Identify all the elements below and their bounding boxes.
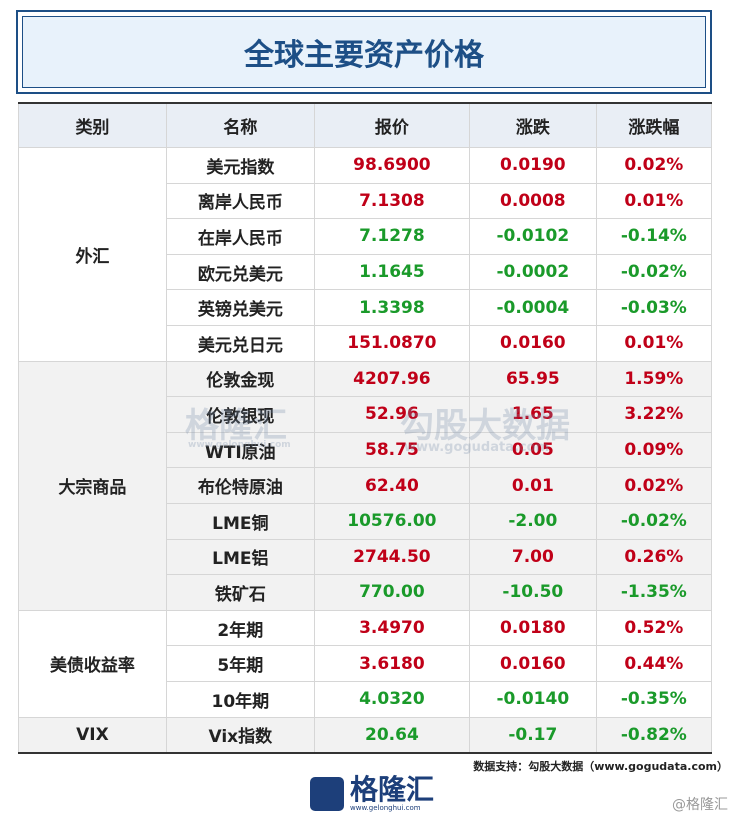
- change: 0.0160: [469, 645, 597, 682]
- logo-url: www.gelonghui.com: [350, 804, 421, 812]
- column-header: 涨跌: [469, 102, 597, 148]
- price: 1.3398: [313, 289, 471, 326]
- change-pct: -0.02%: [595, 502, 713, 540]
- header-row: 类别 名称 报价 涨跌 涨跌幅: [18, 102, 713, 148]
- price-table: 类别 名称 报价 涨跌 涨跌幅 外汇 美元指数 98.6900 0.0190 0.02% 离岸人民币…: [18, 102, 713, 755]
- column-header: 名称: [165, 102, 315, 148]
- category: 外汇: [18, 147, 167, 362]
- change-pct: -0.02%: [595, 253, 713, 291]
- change-pct: -0.35%: [595, 680, 713, 718]
- source-note: 数据支持：勾股大数据（www.gogudata.com）: [473, 760, 728, 773]
- name: 欧元兑美元: [165, 253, 315, 291]
- price: 151.0870: [313, 324, 471, 362]
- price: 770.00: [313, 574, 471, 611]
- logo-text: 格隆汇: [350, 773, 435, 806]
- price: 20.64: [313, 716, 471, 754]
- category: VIX: [18, 716, 167, 754]
- name: 10年期: [165, 680, 315, 718]
- name: 美元兑日元: [165, 324, 315, 362]
- name: 美元指数: [165, 147, 315, 184]
- price: 4207.96: [313, 360, 471, 398]
- change: 0.01: [469, 467, 597, 504]
- corner-mark: @格隆汇: [672, 797, 728, 813]
- name: 在岸人民币: [165, 218, 315, 255]
- row: 10年期 4.0320 -0.0140 -0.35%: [18, 680, 713, 718]
- price: 7.1278: [313, 218, 471, 255]
- row: VIX Vix指数 20.64 -0.17 -0.82%: [18, 716, 713, 754]
- change-pct: 0.26%: [595, 538, 713, 576]
- change: 1.65: [469, 396, 597, 433]
- name: WTI原油: [165, 431, 315, 469]
- title: 全球主要资产价格: [22, 16, 706, 88]
- change-pct: -0.14%: [595, 218, 713, 255]
- price: 52.96: [313, 396, 471, 433]
- name: LME铜: [165, 502, 315, 540]
- price: 4.0320: [313, 680, 471, 718]
- change: 0.05: [469, 431, 597, 469]
- column-header: 类别: [18, 102, 167, 148]
- price: 3.4970: [313, 609, 471, 647]
- price: 98.6900: [313, 147, 471, 184]
- price: 10576.00: [313, 502, 471, 540]
- name: 离岸人民币: [165, 182, 315, 220]
- row: 伦敦银现 52.96 1.65 3.22%: [18, 396, 713, 433]
- change: 7.00: [469, 538, 597, 576]
- logo: 格隆汇 www.gelonghui.com: [310, 776, 434, 812]
- name: 伦敦金现: [165, 360, 315, 398]
- price: 1.1645: [313, 253, 471, 291]
- change-pct: 0.02%: [595, 467, 713, 504]
- change: -10.50: [469, 574, 597, 611]
- row: 大宗商品 伦敦金现 4207.96 65.95 1.59%: [18, 360, 713, 611]
- change: -2.00: [469, 502, 597, 540]
- column-header: 报价: [313, 102, 471, 148]
- price: 7.1308: [313, 182, 471, 220]
- name: 5年期: [165, 645, 315, 682]
- name: LME铝: [165, 538, 315, 576]
- category: 大宗商品: [18, 360, 167, 611]
- price: 58.75: [313, 431, 471, 469]
- name: 2年期: [165, 609, 315, 647]
- change: -0.0004: [469, 289, 597, 326]
- change: -0.0140: [469, 680, 597, 718]
- price: 3.6180: [313, 645, 471, 682]
- change: -0.0002: [469, 253, 597, 291]
- name: 铁矿石: [165, 574, 315, 611]
- name: 布伦特原油: [165, 467, 315, 504]
- price: 62.40: [313, 467, 471, 504]
- change-pct: 0.01%: [595, 324, 713, 362]
- change: 0.0190: [469, 147, 597, 184]
- change: 0.0008: [469, 182, 597, 220]
- change-pct: 1.59%: [595, 360, 713, 398]
- change-pct: 0.52%: [595, 609, 713, 647]
- row: 美债收益率 2年期 3.4970 0.0180 0.52%: [18, 609, 713, 718]
- category: 美债收益率: [18, 609, 167, 718]
- name: 英镑兑美元: [165, 289, 315, 326]
- change: -0.0102: [469, 218, 597, 255]
- change: 0.0160: [469, 324, 597, 362]
- logo-icon: [310, 777, 344, 811]
- name: 伦敦银现: [165, 396, 315, 433]
- change-pct: 0.44%: [595, 645, 713, 682]
- row: 离岸人民币 7.1308 0.0008 0.01%: [18, 182, 713, 220]
- title-box: 全球主要资产价格: [16, 10, 712, 94]
- price: 2744.50: [313, 538, 471, 576]
- change: -0.17: [469, 716, 597, 754]
- change-pct: 0.01%: [595, 182, 713, 220]
- change: 0.0180: [469, 609, 597, 647]
- change-pct: 0.02%: [595, 147, 713, 184]
- change-pct: -0.03%: [595, 289, 713, 326]
- row: 外汇 美元指数 98.6900 0.0190 0.02%: [18, 147, 713, 362]
- column-header: 涨跌幅: [595, 102, 713, 148]
- change: 65.95: [469, 360, 597, 398]
- change-pct: 3.22%: [595, 396, 713, 433]
- name: Vix指数: [165, 716, 315, 754]
- change-pct: -1.35%: [595, 574, 713, 611]
- change-pct: -0.82%: [595, 716, 713, 754]
- change-pct: 0.09%: [595, 431, 713, 469]
